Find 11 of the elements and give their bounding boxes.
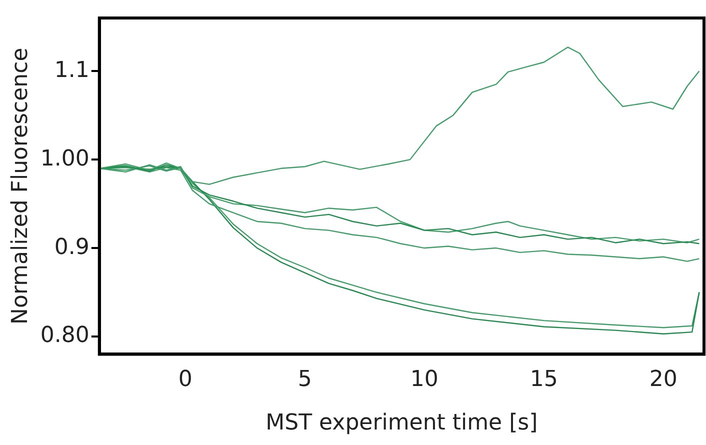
x-tick-label: 5 [298, 367, 312, 392]
x-tick-label: 15 [530, 367, 558, 392]
y-tick-label: 1.1 [54, 58, 90, 83]
y-tick-label: 1.00 [40, 146, 90, 172]
y-axis-title: Normalized Fluorescence [8, 48, 33, 324]
x-tick-label: 20 [649, 367, 678, 392]
y-tick-label: 0.80 [40, 323, 90, 348]
x-axis-title: MST experiment time [s] [266, 410, 538, 436]
y-tick-label: 0.9 [54, 234, 90, 260]
x-tick-label: 0 [178, 367, 192, 392]
x-tick-label: 10 [410, 367, 438, 392]
